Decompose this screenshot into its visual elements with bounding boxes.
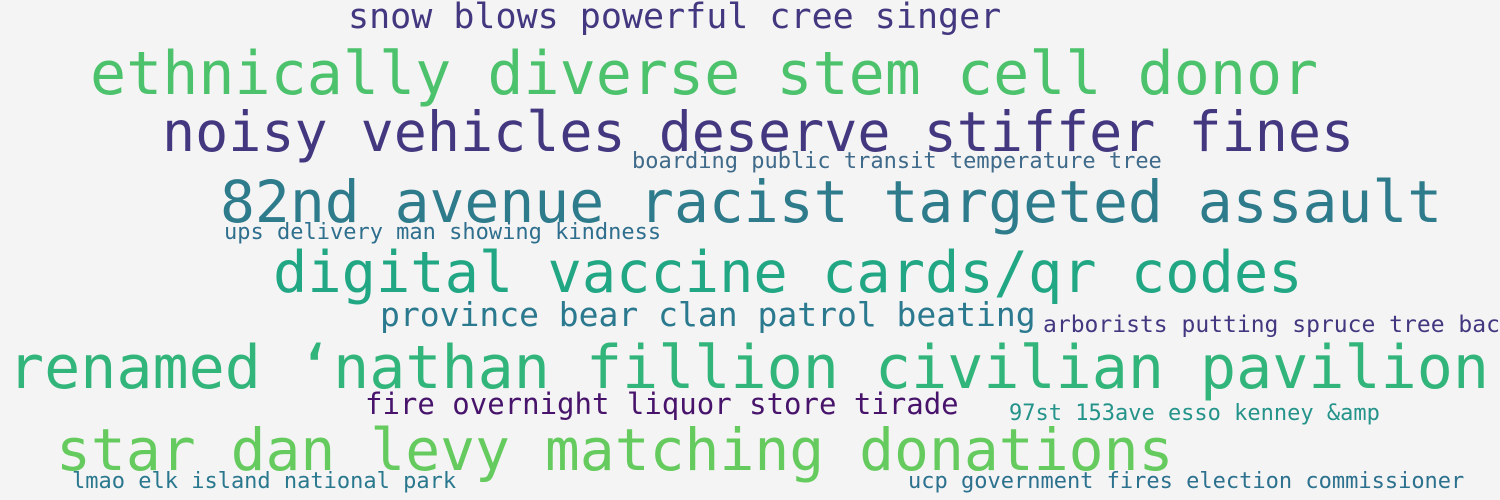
word-cloud-phrase: renamed ‘nathan fillion civilian pavilio…: [8, 333, 1490, 403]
word-cloud-phrase: 97st 153ave esso kenney &amp: [1009, 401, 1380, 426]
word-cloud-phrase: lmao elk island national park: [72, 469, 457, 494]
word-cloud-phrase: 82nd avenue racist targeted assault: [220, 168, 1443, 236]
word-cloud-phrase: star dan levy matching donations: [56, 416, 1174, 484]
word-cloud-phrase: province bear clan patrol beating: [380, 295, 1036, 334]
word-cloud-phrase: noisy vehicles deserve stiffer fines: [162, 100, 1355, 164]
word-cloud-phrase: ups delivery man showing kindness: [224, 220, 662, 245]
word-cloud-phrase: arborists putting spruce tree back: [1043, 312, 1500, 338]
word-cloud-phrase: fire overnight liquor store tirade: [365, 387, 959, 421]
word-cloud-phrase: ucp government fires election commission…: [908, 469, 1465, 494]
word-cloud-phrase: snow blows powerful cree singer: [348, 0, 1002, 37]
word-cloud-phrase: digital vaccine cards/qr codes: [273, 240, 1303, 306]
word-cloud-phrase: ethnically diverse stem cell donor: [90, 39, 1319, 109]
word-cloud-phrase: boarding public transit temperature tree: [632, 149, 1162, 174]
